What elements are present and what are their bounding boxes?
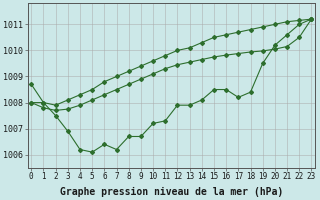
X-axis label: Graphe pression niveau de la mer (hPa): Graphe pression niveau de la mer (hPa) bbox=[60, 186, 283, 197]
